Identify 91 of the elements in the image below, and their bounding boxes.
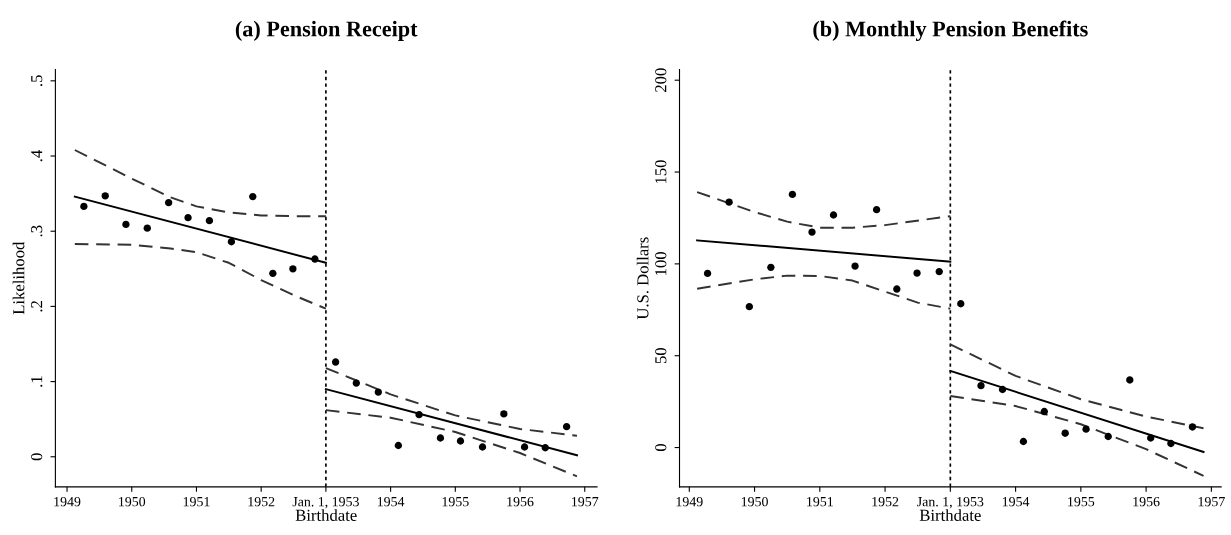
point bbox=[745, 302, 754, 311]
line-series bbox=[696, 274, 952, 310]
x-tick-label: 1956 bbox=[507, 497, 534, 507]
point bbox=[541, 444, 549, 452]
line-series bbox=[949, 394, 1205, 477]
chart-title: (a) Pension Receipt bbox=[235, 20, 418, 41]
point bbox=[1040, 407, 1048, 416]
x-axis-title: Birthdate bbox=[295, 509, 357, 521]
y-tick-label: 100 bbox=[655, 252, 667, 275]
point bbox=[1167, 439, 1175, 448]
point bbox=[249, 192, 257, 201]
point bbox=[767, 263, 775, 272]
point bbox=[872, 206, 881, 214]
line-series bbox=[324, 367, 578, 437]
point bbox=[829, 211, 838, 219]
point bbox=[1147, 434, 1155, 442]
point bbox=[1061, 429, 1069, 437]
y-tick-label: 0 bbox=[31, 453, 43, 461]
line-series bbox=[73, 149, 327, 218]
point bbox=[1104, 432, 1112, 441]
x-tick-label: 1952 bbox=[248, 497, 275, 507]
point bbox=[436, 434, 445, 442]
point bbox=[1126, 376, 1134, 384]
y-tick-label: .3 bbox=[31, 225, 43, 237]
x-tick-label: 1955 bbox=[442, 497, 469, 507]
point bbox=[101, 192, 109, 200]
x-tick-label: 1951 bbox=[807, 497, 833, 507]
y-tick-label: .1 bbox=[31, 376, 43, 387]
point bbox=[143, 224, 151, 232]
y-tick-label: 50 bbox=[655, 348, 667, 364]
x-tick-label: 1950 bbox=[119, 496, 146, 507]
line-series bbox=[73, 243, 327, 310]
x-tick-label: 1954 bbox=[1002, 497, 1030, 507]
point bbox=[227, 238, 236, 246]
point bbox=[184, 214, 192, 222]
point bbox=[331, 358, 340, 366]
point bbox=[164, 198, 173, 207]
y-tick-label: 150 bbox=[655, 160, 667, 184]
point bbox=[205, 217, 214, 225]
point bbox=[520, 443, 529, 451]
point bbox=[703, 269, 712, 278]
x-tick-label: 1949 bbox=[676, 497, 703, 507]
point bbox=[1082, 425, 1090, 433]
point bbox=[374, 388, 382, 396]
x-tick-label: 1954 bbox=[377, 497, 405, 507]
point bbox=[352, 379, 360, 387]
x-tick-label: Jan. 1, 1953 bbox=[917, 497, 984, 509]
y-axis-title: U.S. Dollars bbox=[636, 237, 649, 320]
line-series bbox=[696, 191, 952, 229]
y-tick-label: 0 bbox=[655, 444, 667, 452]
chart-title: (b) Monthly Pension Benefits bbox=[813, 20, 1088, 42]
point bbox=[998, 385, 1007, 394]
point bbox=[415, 410, 423, 419]
point bbox=[808, 228, 816, 236]
line-series bbox=[324, 409, 578, 478]
x-tick-label: 1949 bbox=[54, 497, 81, 507]
point bbox=[562, 423, 571, 431]
point bbox=[269, 269, 277, 277]
point bbox=[456, 437, 465, 445]
point bbox=[311, 255, 319, 263]
x-tick-label: 1952 bbox=[872, 497, 899, 507]
x-axis-title: Birthdate bbox=[919, 509, 981, 521]
point bbox=[1188, 423, 1197, 431]
point bbox=[788, 190, 797, 199]
point bbox=[893, 285, 901, 293]
y-tick-label: .5 bbox=[31, 75, 43, 86]
x-tick-label: 1950 bbox=[741, 496, 768, 507]
point bbox=[957, 300, 965, 308]
point bbox=[725, 198, 733, 206]
x-tick-label: 1956 bbox=[1133, 497, 1160, 507]
line-series bbox=[949, 343, 1205, 430]
point bbox=[913, 269, 921, 277]
y-tick-label: .4 bbox=[31, 150, 43, 162]
y-tick-label: .2 bbox=[31, 301, 43, 312]
y-axis-title: Likelihood bbox=[12, 241, 25, 315]
point bbox=[394, 441, 403, 450]
point bbox=[935, 267, 943, 276]
x-tick-label: 1957 bbox=[572, 497, 599, 507]
point bbox=[500, 410, 508, 418]
x-tick-label: Jan. 1, 1953 bbox=[292, 497, 359, 509]
point bbox=[80, 202, 88, 211]
x-tick-label: 1957 bbox=[1198, 497, 1225, 507]
point bbox=[478, 443, 487, 451]
y-tick-label: 200 bbox=[655, 68, 667, 92]
x-tick-label: 1955 bbox=[1068, 497, 1095, 507]
point bbox=[289, 265, 297, 273]
point bbox=[977, 381, 985, 390]
x-tick-label: 1951 bbox=[183, 497, 210, 507]
point bbox=[122, 220, 130, 229]
point bbox=[1019, 437, 1028, 446]
point bbox=[851, 262, 859, 270]
